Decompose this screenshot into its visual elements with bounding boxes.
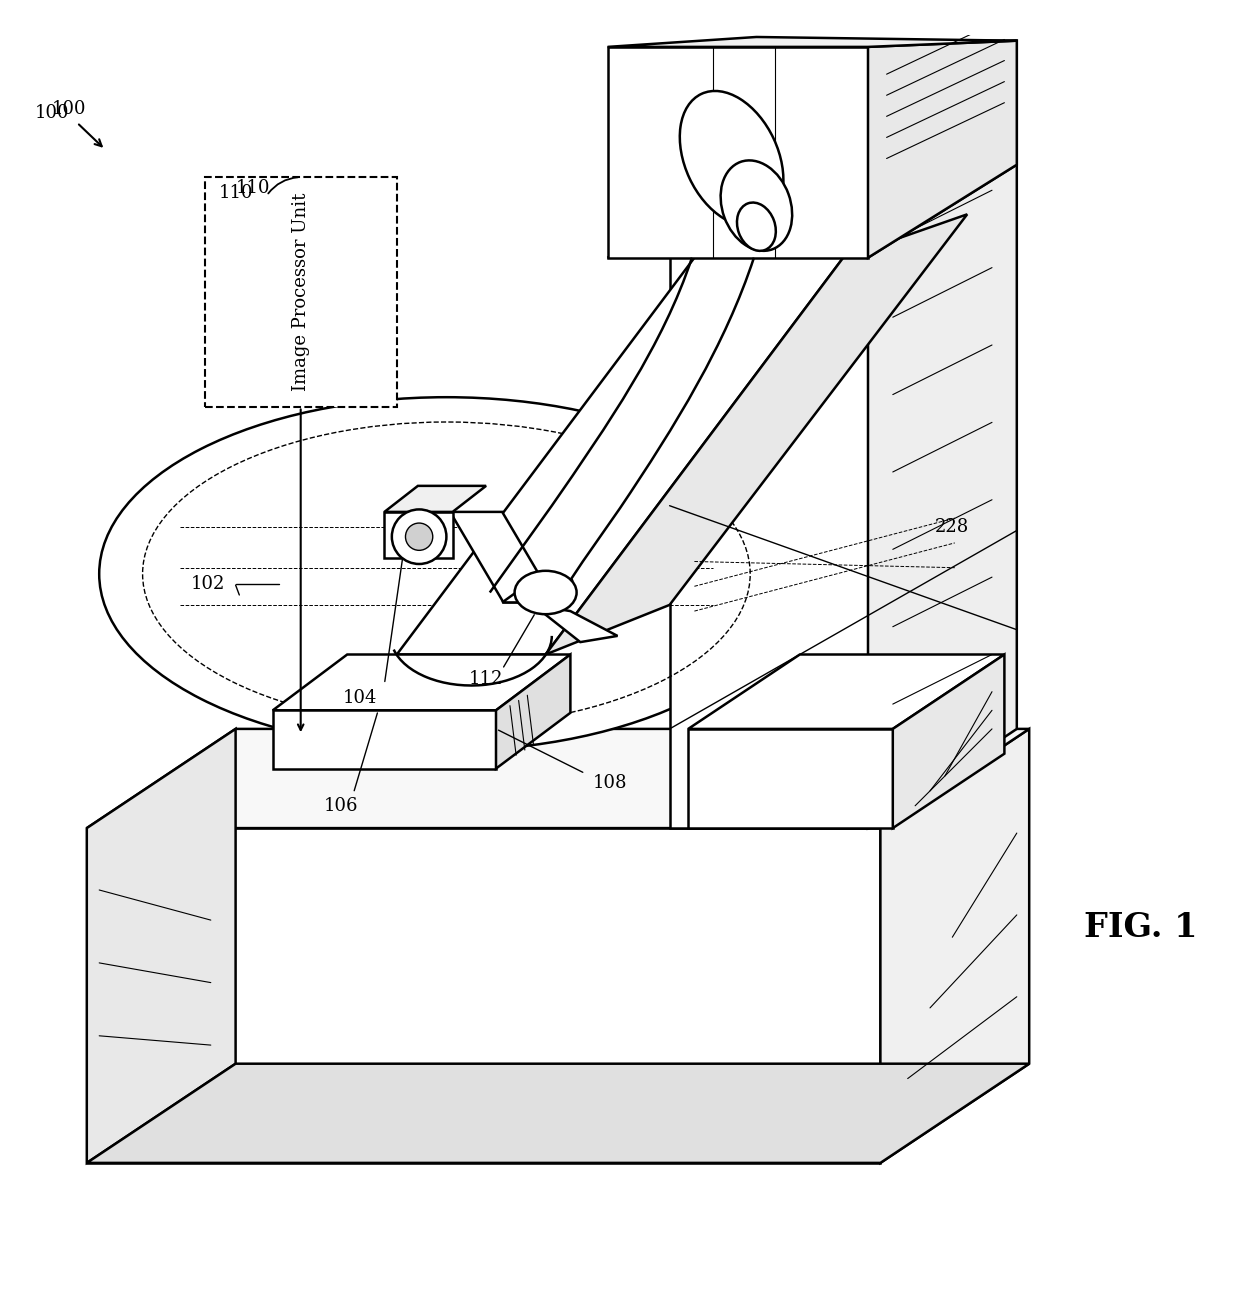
Polygon shape: [384, 486, 486, 512]
Polygon shape: [273, 654, 570, 711]
Text: 228: 228: [935, 518, 970, 535]
Ellipse shape: [737, 203, 776, 251]
Polygon shape: [496, 654, 570, 768]
Text: 110: 110: [236, 179, 270, 198]
Ellipse shape: [720, 161, 792, 251]
Text: FIG. 1: FIG. 1: [1084, 911, 1198, 944]
Text: 106: 106: [324, 797, 358, 814]
Polygon shape: [87, 729, 236, 1162]
Text: 100: 100: [52, 99, 87, 118]
Polygon shape: [273, 711, 496, 768]
Polygon shape: [670, 41, 1017, 54]
Ellipse shape: [99, 397, 794, 750]
Text: Image Processor Unit: Image Processor Unit: [291, 192, 310, 391]
Polygon shape: [688, 654, 1004, 729]
Polygon shape: [502, 580, 573, 602]
Polygon shape: [87, 729, 1029, 829]
Polygon shape: [87, 1064, 1029, 1162]
Polygon shape: [450, 512, 556, 602]
Polygon shape: [608, 165, 1017, 258]
Text: 108: 108: [593, 775, 627, 792]
Text: 104: 104: [342, 689, 377, 707]
Ellipse shape: [680, 90, 784, 226]
Polygon shape: [546, 215, 967, 654]
Polygon shape: [688, 729, 893, 829]
Polygon shape: [880, 729, 1029, 1162]
Ellipse shape: [515, 571, 577, 614]
FancyBboxPatch shape: [205, 177, 397, 407]
Circle shape: [405, 524, 433, 550]
Text: 110: 110: [218, 185, 253, 202]
Polygon shape: [384, 512, 453, 558]
Polygon shape: [533, 605, 618, 643]
Polygon shape: [670, 54, 868, 829]
Polygon shape: [868, 41, 1017, 258]
Text: 100: 100: [35, 103, 69, 122]
Text: 102: 102: [191, 575, 226, 593]
Polygon shape: [868, 41, 1017, 829]
Polygon shape: [397, 258, 843, 654]
Polygon shape: [608, 47, 868, 258]
Text: 112: 112: [469, 670, 503, 689]
Polygon shape: [87, 829, 880, 1162]
Polygon shape: [893, 654, 1004, 829]
Circle shape: [392, 509, 446, 564]
Polygon shape: [608, 37, 1017, 47]
